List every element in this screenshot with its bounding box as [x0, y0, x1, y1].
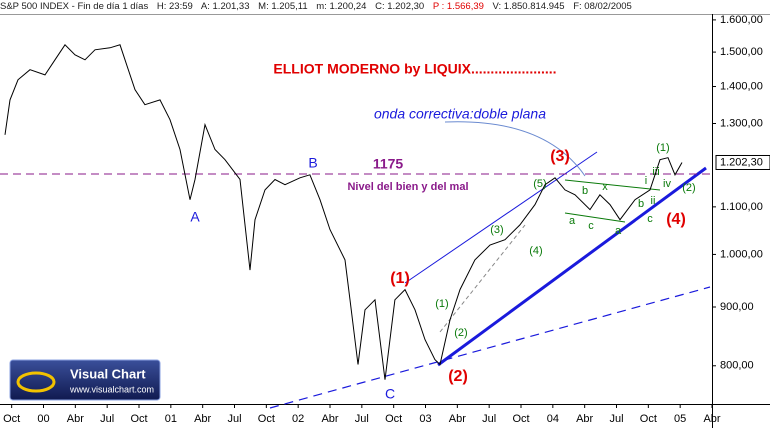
last-price-label: 1.202,30 — [720, 156, 763, 168]
chart-title: ELLIOT MODERNO by LIQUIX................… — [273, 61, 556, 77]
x-tick-label: Oct — [385, 413, 402, 425]
wave-label: a — [615, 225, 622, 237]
header-item: M: 1.205,11 — [258, 1, 308, 12]
trend-line — [269, 286, 711, 409]
x-tick-label: Abr — [321, 413, 338, 425]
wave-label: (2) — [682, 182, 695, 194]
x-tick-label: 03 — [419, 413, 431, 425]
x-tick-label: Oct — [3, 413, 20, 425]
wave-label: x — [602, 181, 608, 193]
last-price-box — [715, 154, 770, 170]
wave-label: (3) — [490, 224, 503, 236]
x-tick-label: Jul — [355, 413, 369, 425]
wave-label: b — [638, 198, 644, 210]
wave-label: (1) — [390, 270, 410, 287]
x-tick-label: Jul — [609, 413, 623, 425]
wave-label: (4) — [666, 211, 686, 228]
header-item: F: 08/02/2005 — [573, 1, 632, 12]
y-tick-label: 800,00 — [720, 360, 754, 372]
channel-line — [564, 179, 661, 191]
reference-label: 1175 — [373, 156, 404, 172]
x-tick-label: Abr — [576, 413, 593, 425]
wave-label: C — [385, 386, 395, 402]
x-tick-label: Oct — [640, 413, 657, 425]
x-tick-label: Oct — [130, 413, 147, 425]
wave-label: c — [588, 220, 594, 232]
y-tick-label: 1.100,00 — [720, 201, 763, 213]
header-item: V: 1.850.814.945 — [492, 1, 565, 12]
price-line — [4, 44, 683, 380]
header-item: H: 23:59 — [156, 1, 193, 12]
logo-name: Visual Chart — [70, 366, 146, 381]
x-tick-label: Oct — [258, 413, 275, 425]
y-tick-label: 1.500,00 — [720, 46, 763, 58]
x-tick-label: 00 — [37, 413, 49, 425]
subtitle: onda correctiva:doble plana — [374, 106, 546, 122]
wave-label: iv — [663, 178, 671, 190]
logo-url: www.visualchart.com — [69, 384, 154, 394]
x-tick-label: 04 — [547, 413, 559, 425]
wave-label: a — [569, 215, 576, 227]
y-tick-label: 900,00 — [720, 301, 754, 313]
header-item: m: 1.200,24 — [316, 1, 367, 12]
logo: Visual Chart www.visualchart.com — [9, 359, 161, 401]
x-tick-label: Jul — [227, 413, 241, 425]
wave-label: B — [308, 155, 317, 171]
x-tick-label: 02 — [292, 413, 304, 425]
wave-label: (1) — [435, 298, 448, 310]
x-tick-label: Abr — [703, 413, 720, 425]
wave-label: (2) — [448, 368, 468, 385]
header-item: A: 1.201,33 — [200, 1, 250, 12]
wave-label: c — [647, 213, 653, 225]
header-item: C: 1.202,30 — [375, 1, 425, 12]
wave-label: (3) — [550, 148, 570, 165]
wave-label: ii — [651, 195, 656, 207]
x-tick-label: Abr — [67, 413, 84, 425]
trend-line — [437, 166, 707, 367]
reference-sublabel: Nivel del bien y del mal — [347, 181, 468, 193]
y-tick-label: 1.600,00 — [720, 14, 763, 26]
x-tick-label: Abr — [194, 413, 211, 425]
trend-line — [439, 224, 526, 333]
wave-label: (1) — [656, 142, 669, 154]
wave-label: (4) — [529, 245, 542, 257]
wave-label: A — [190, 209, 200, 225]
x-tick-label: 05 — [674, 413, 686, 425]
x-tick-label: Jul — [482, 413, 496, 425]
x-tick-label: 01 — [165, 413, 177, 425]
header: S&P 500 INDEX - Fin de día 1 días H: 23:… — [0, 0, 712, 14]
y-tick-label: 1.300,00 — [720, 117, 763, 129]
wave-label: b — [582, 185, 588, 197]
y-tick-label: 1.000,00 — [720, 248, 763, 260]
overlay — [0, 121, 712, 409]
header-item: S&P 500 INDEX - Fin de día 1 días — [0, 1, 149, 12]
arc — [444, 121, 586, 177]
wave-label: (5) — [533, 178, 546, 190]
x-tick-label: Jul — [100, 413, 114, 425]
wave-label: i — [645, 175, 647, 187]
logo-icon — [16, 371, 56, 393]
y-tick-label: 1.400,00 — [720, 80, 763, 92]
x-tick-label: Abr — [449, 413, 466, 425]
header-item: P : 1.566,39 — [432, 1, 484, 12]
wave-label: (2) — [454, 327, 467, 339]
channel-line — [564, 212, 626, 223]
x-tick-label: Oct — [512, 413, 529, 425]
